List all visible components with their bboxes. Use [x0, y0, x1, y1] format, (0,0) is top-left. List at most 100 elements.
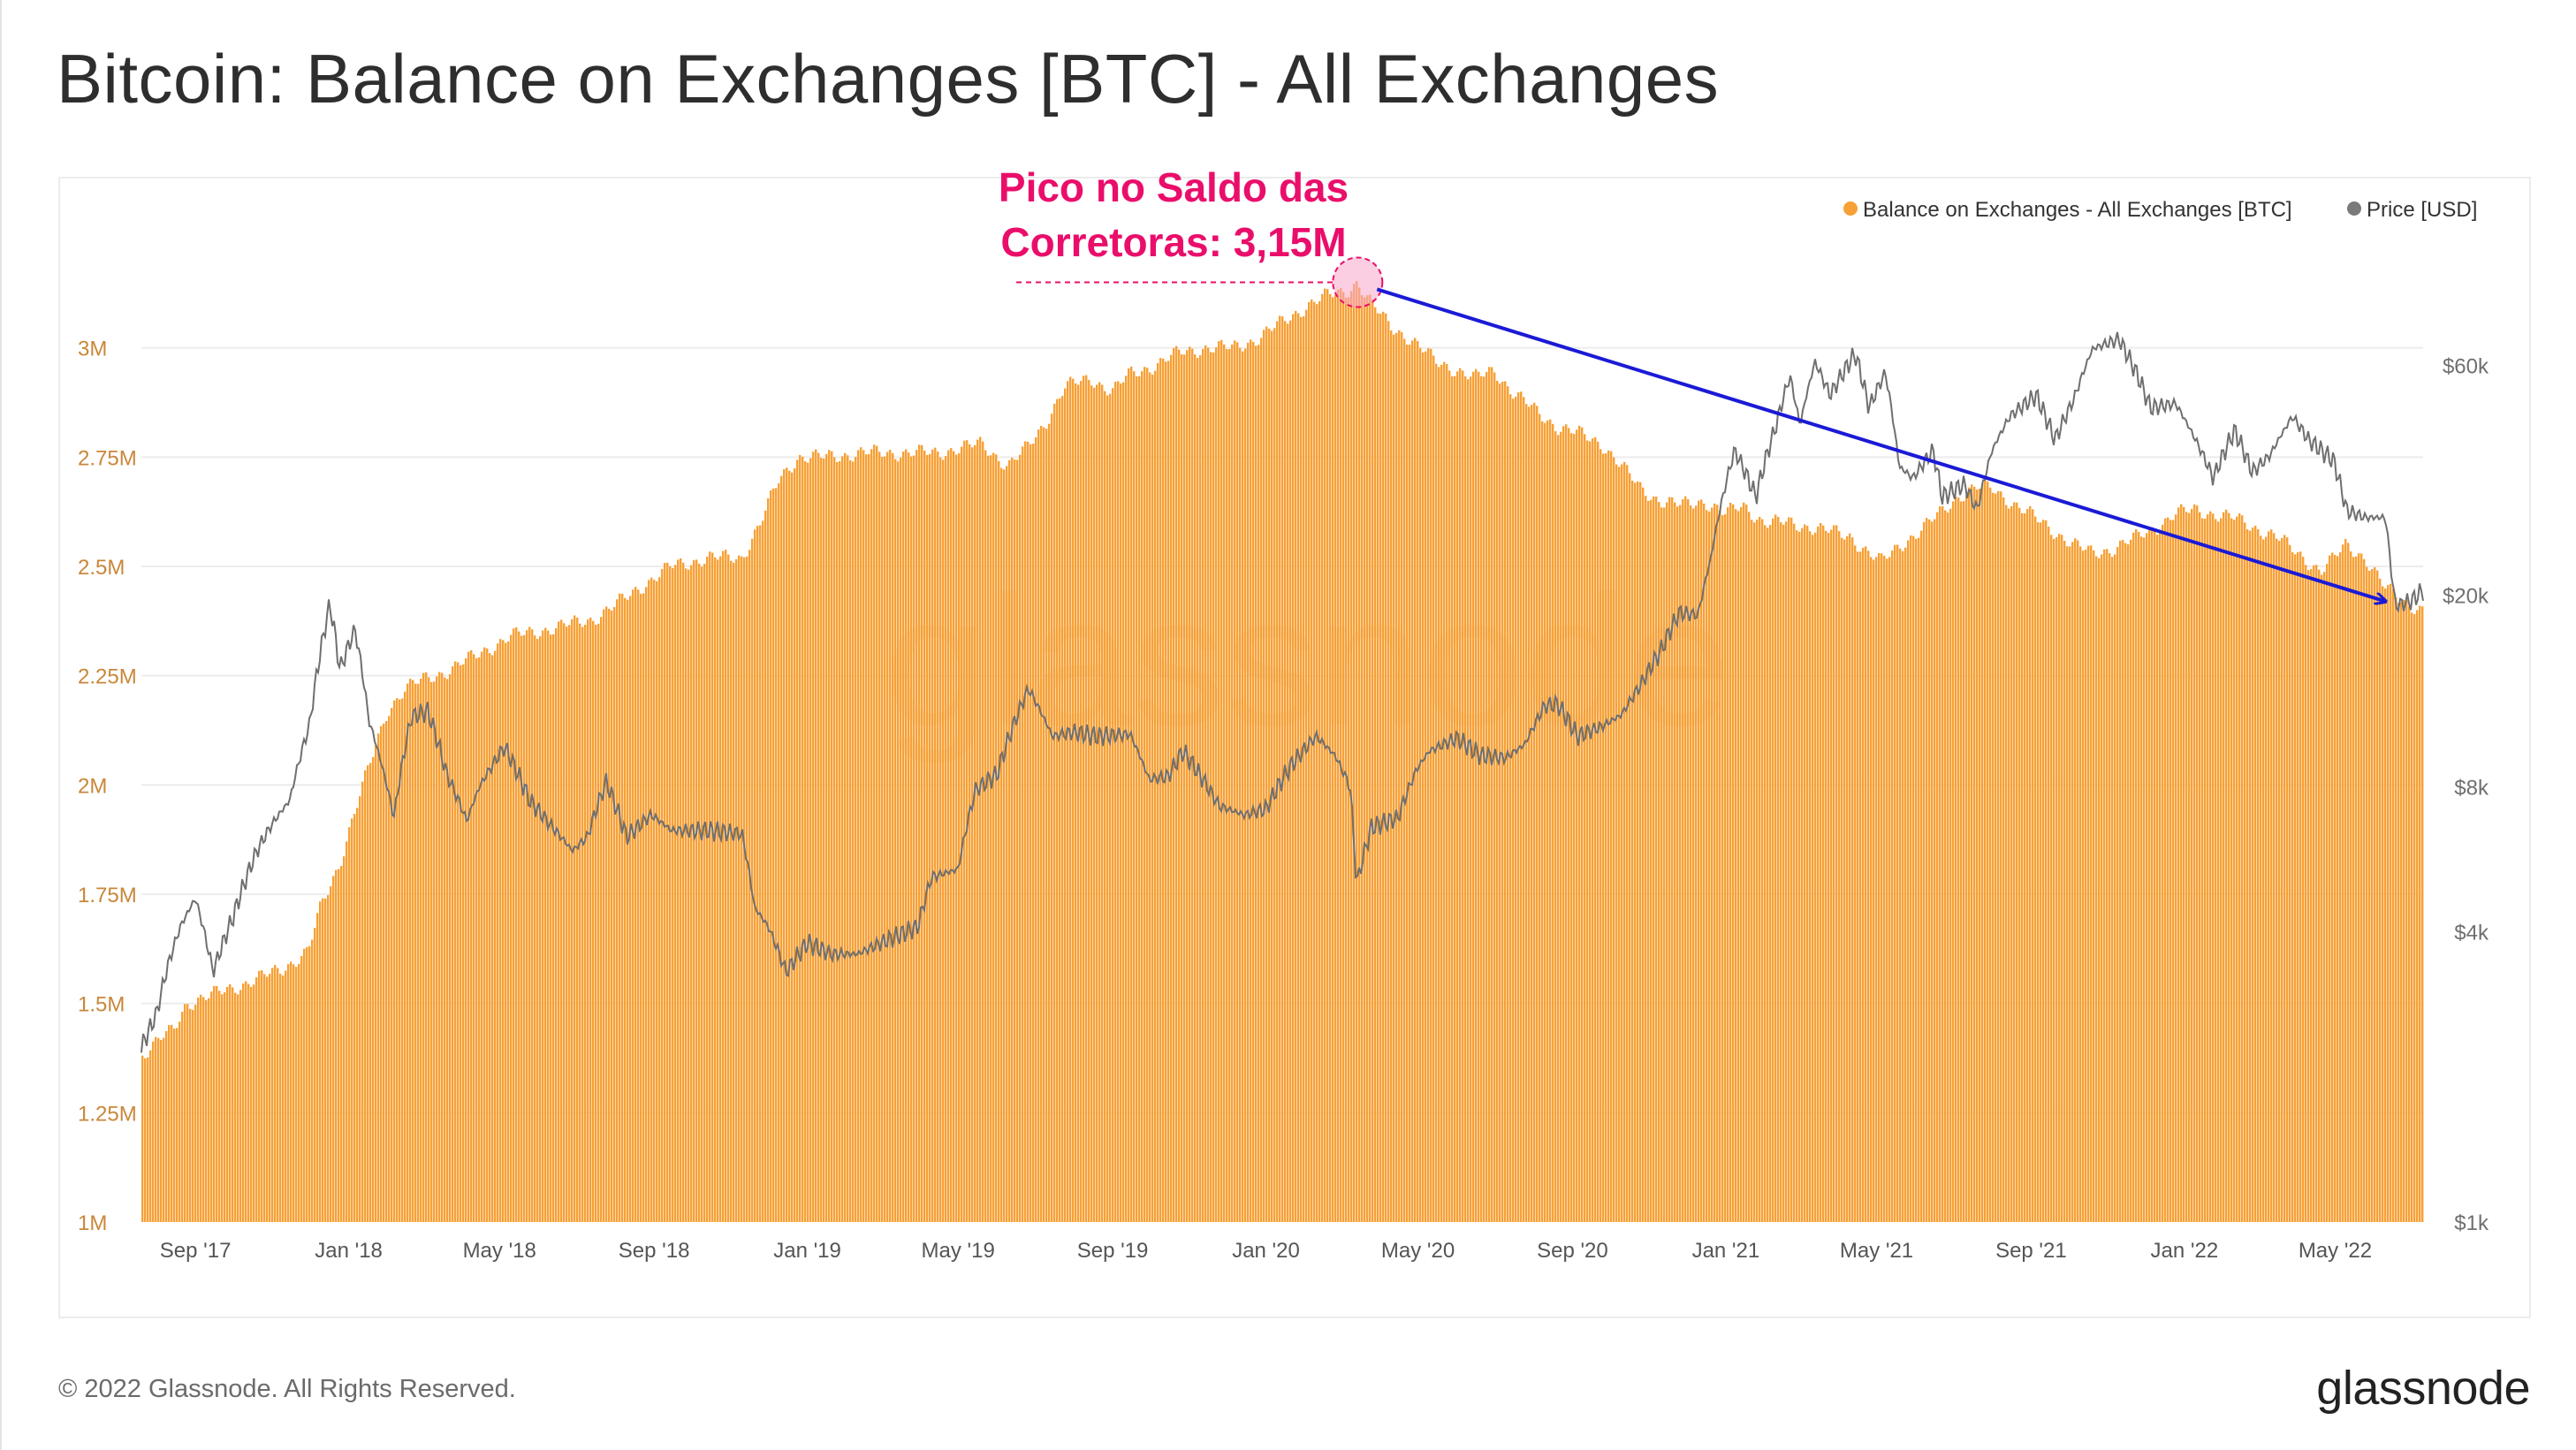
balance-bar: [1979, 489, 1981, 1222]
legend-balance-label[interactable]: Balance on Exchanges - All Exchanges [BT…: [1863, 198, 2292, 222]
balance-bar: [1448, 370, 1451, 1222]
balance-bar: [1894, 544, 1896, 1222]
balance-bar: [666, 562, 669, 1222]
balance-bar: [1045, 429, 1048, 1222]
balance-bar: [1772, 518, 1774, 1222]
balance-bar: [539, 636, 542, 1222]
balance-bar: [2063, 540, 2066, 1222]
balance-bar: [844, 452, 847, 1222]
balance-bar: [1228, 348, 1231, 1223]
balance-bar: [1154, 370, 1157, 1222]
balance-bar: [1414, 338, 1417, 1223]
balance-bar: [950, 448, 953, 1222]
balance-bar: [2244, 522, 2246, 1222]
balance-bar: [592, 620, 595, 1222]
right-tick-label: $8k: [2454, 777, 2489, 801]
balance-bar: [2032, 509, 2034, 1222]
balance-bar: [2069, 546, 2071, 1222]
balance-bar: [1022, 446, 1024, 1222]
balance-bar: [2162, 524, 2164, 1222]
balance-bar: [971, 447, 974, 1222]
legend-price-label[interactable]: Price [USD]: [2367, 198, 2477, 222]
balance-bar: [237, 994, 239, 1222]
balance-bar: [1851, 537, 1854, 1222]
balance-bar: [1761, 519, 1764, 1222]
balance-bar: [656, 581, 658, 1222]
balance-bar: [2188, 512, 2191, 1222]
balance-bar: [672, 567, 674, 1222]
balance-bar: [1706, 510, 1708, 1222]
balance-bar: [640, 594, 642, 1222]
balance-bar: [653, 580, 656, 1222]
balance-bar: [1727, 507, 1729, 1222]
balance-bar: [1541, 421, 1544, 1222]
balance-bar: [2238, 512, 2241, 1222]
balance-bar: [521, 635, 523, 1222]
peak-marker: [1332, 256, 1384, 308]
balance-bar: [1798, 531, 1801, 1222]
balance-bar: [632, 589, 635, 1222]
balance-bar: [1743, 502, 1745, 1222]
balance-bar: [163, 1037, 165, 1222]
legend: Balance on Exchanges - All Exchanges [BT…: [1843, 198, 2477, 222]
balance-bar: [274, 965, 277, 1222]
balance-bar: [746, 556, 748, 1222]
balance-bar: [1573, 434, 1576, 1222]
balance-bar: [799, 454, 802, 1222]
balance-bar: [1178, 349, 1181, 1222]
balance-bar: [847, 455, 849, 1222]
balance-bar: [2297, 551, 2299, 1222]
balance-bar: [1878, 552, 1881, 1222]
balance-bar: [1825, 530, 1828, 1222]
balance-bar: [836, 461, 839, 1222]
balance-bar: [1806, 526, 1809, 1222]
balance-bar: [2000, 491, 2002, 1222]
balance-bar: [417, 683, 420, 1222]
balance-bar: [2167, 517, 2169, 1222]
balance-bar: [430, 681, 433, 1222]
balance-bar: [751, 538, 754, 1222]
balance-bar: [600, 617, 603, 1222]
balance-bar: [239, 990, 242, 1222]
balance-bar: [892, 452, 894, 1222]
balance-bar: [820, 458, 823, 1222]
balance-bar: [1769, 525, 1772, 1222]
balance-bar: [1655, 497, 1658, 1222]
balance-bar: [1610, 451, 1613, 1222]
balance-bar: [992, 452, 995, 1222]
balance-bar: [2397, 603, 2400, 1222]
balance-bar: [778, 483, 780, 1222]
balance-bar: [1552, 423, 1554, 1223]
balance-bar: [1342, 292, 1345, 1222]
balance-bar: [1417, 341, 1419, 1222]
balance-bar: [2326, 564, 2329, 1222]
balance-bar: [1061, 396, 1064, 1223]
balance-bar: [1053, 403, 1056, 1222]
balance-bar: [2342, 544, 2344, 1222]
balance-bar: [1223, 344, 1226, 1223]
balance-bar: [1812, 535, 1814, 1222]
balance-bar: [1438, 367, 1440, 1222]
balance-bar: [327, 895, 330, 1222]
balance-bar: [979, 437, 982, 1222]
balance-bar: [1324, 288, 1326, 1223]
balance-bar: [862, 450, 865, 1222]
balance-bar: [2400, 602, 2403, 1222]
left-tick-label: 1M: [78, 1211, 107, 1235]
balance-bar: [727, 554, 730, 1222]
balance-bar: [1109, 393, 1112, 1223]
balance-bar: [558, 621, 560, 1222]
balance-bar: [189, 1008, 192, 1222]
balance-bar: [1382, 311, 1385, 1223]
balance-bar: [688, 569, 690, 1222]
legend-price-swatch: [2347, 201, 2361, 216]
balance-bar: [2196, 505, 2199, 1222]
brand-logo[interactable]: glassnode: [2316, 1362, 2530, 1415]
balance-bar: [2008, 508, 2010, 1222]
balance-bar: [2185, 512, 2188, 1222]
balance-bar: [584, 624, 587, 1222]
balance-bar: [2026, 509, 2029, 1222]
balance-bar: [719, 556, 722, 1222]
balance-bar: [1517, 391, 1520, 1222]
balance-bar: [982, 441, 984, 1223]
